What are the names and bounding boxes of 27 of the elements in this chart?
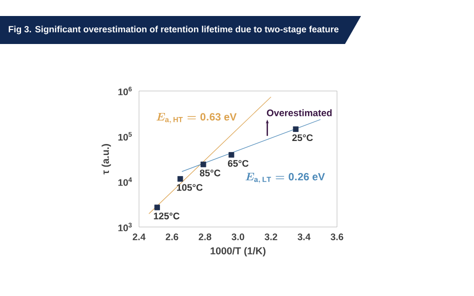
y-axis-title: τ (a.u.)	[102, 144, 111, 174]
text: $E_{\mathrm{a,\,LT}} = \mathrm{0.26\ eV}$	[246, 172, 325, 184]
y-tick-label: 10$^{6}$	[118, 86, 132, 96]
annotation: 65°C	[228, 160, 248, 167]
x-tick-label: 2.4	[132, 234, 146, 240]
x-tick-label: 2.8	[198, 234, 212, 240]
point	[228, 152, 234, 158]
point	[200, 162, 206, 168]
annotation: 25°C	[292, 134, 313, 142]
point	[292, 126, 299, 132]
point	[177, 176, 184, 182]
y-tick-label: 10$^{5}$	[118, 132, 132, 141]
chart-title: Fig 3. Significant overestimation of retention lifetime due to two-stage feature	[8, 26, 339, 34]
annotation: 85°C	[200, 170, 220, 176]
x-tick-label: 3.4	[298, 234, 311, 240]
x-tick-label: 3.0	[232, 234, 244, 240]
annotation: 105°C	[177, 184, 203, 191]
series-label: $E_{\mathrm{a,\,HT}} = \mathrm{0.63\ eV}$	[156, 113, 237, 124]
annotation: Overestimated	[266, 109, 332, 116]
x-tick-label: 3.6	[330, 234, 344, 240]
point	[154, 204, 160, 210]
x-tick-label: 2.6	[166, 234, 178, 240]
y-tick-label: 10$^{3}$	[118, 222, 132, 232]
x-axis-title: 1000/T (1/K)	[210, 247, 266, 256]
y-tick-label: 10$^{4}$	[118, 177, 132, 186]
annotation: 125°C	[154, 212, 180, 220]
x-tick-label: 3.2	[264, 234, 278, 240]
